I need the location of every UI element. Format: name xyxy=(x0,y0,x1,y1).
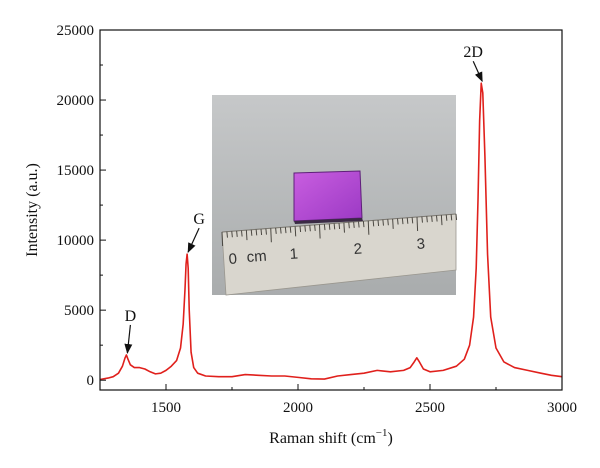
x-axis-title-tail: ) xyxy=(388,430,393,447)
annotation-label-2d: 2D xyxy=(463,44,483,61)
annotation-arrow-g xyxy=(187,227,200,254)
annotation-label-g: G xyxy=(193,211,205,228)
y-tick-label: 25000 xyxy=(57,23,95,39)
y-tick-label: 10000 xyxy=(57,233,95,249)
ruler-graduation xyxy=(401,218,404,225)
x-tick-label: 1500 xyxy=(151,400,181,416)
annotation-arrow-d xyxy=(124,324,133,354)
ruler-graduation xyxy=(348,222,350,229)
plot-frame xyxy=(99,29,563,391)
ruler-graduation xyxy=(231,231,233,238)
ruler-graduation xyxy=(275,227,277,234)
ruler-graduation xyxy=(328,223,331,230)
ruler-number-1: 1 xyxy=(289,245,299,263)
ruler-graduation xyxy=(294,226,297,237)
ruler-graduation xyxy=(426,216,428,223)
inset-photo: 0 cm 1 2 3 xyxy=(212,95,458,296)
annotation-label-d: D xyxy=(125,308,137,325)
ruler-graduation xyxy=(241,230,243,237)
ruler-graduation xyxy=(309,225,311,232)
ruler-graduation xyxy=(353,221,355,228)
ruler-graduation xyxy=(397,218,399,225)
ruler-graduation xyxy=(362,221,365,228)
y-axis: 0 5000 10000 15000 20000 25000 xyxy=(57,23,106,389)
raman-spectrum-line xyxy=(99,82,563,381)
x-tick-label: 3000 xyxy=(547,400,577,416)
y-axis-title: Intensity (a.u.) xyxy=(24,163,41,257)
ruler-number-0: 0 xyxy=(228,250,238,268)
ruler-graduation xyxy=(314,224,316,231)
ruler-graduation xyxy=(304,225,306,232)
ruler-graduation xyxy=(421,216,423,223)
ruler-graduation xyxy=(299,225,302,233)
ruler-graduation xyxy=(226,231,228,238)
ruler-graduation xyxy=(392,218,394,229)
ruler-graduation xyxy=(416,216,419,232)
y-tick-label: 0 xyxy=(87,373,95,389)
x-tick-label: 2500 xyxy=(415,400,445,416)
ruler-graduation xyxy=(372,220,375,227)
ruler-graduation xyxy=(280,227,282,234)
ruler-graduation xyxy=(245,230,248,241)
ruler-graduation xyxy=(255,229,258,236)
ruler-graduation xyxy=(343,222,345,233)
y-tick-label: 5000 xyxy=(64,303,94,319)
ruler-graduation xyxy=(221,231,224,247)
ruler-graduation xyxy=(358,221,360,228)
ruler-graduation xyxy=(445,214,448,221)
ruler-graduation xyxy=(250,229,253,236)
ruler-graduation xyxy=(440,215,443,226)
ruler-graduation xyxy=(450,214,453,221)
ruler-graduation xyxy=(455,213,458,221)
x-tick-label: 2000 xyxy=(283,400,313,416)
sample-shadow xyxy=(294,218,363,224)
ruler-graduation xyxy=(323,224,326,231)
ruler-graduation xyxy=(382,219,384,226)
x-axis-title-superscript: −1 xyxy=(376,427,388,439)
ruler-graduation xyxy=(265,228,267,235)
x-axis-title: Raman shift (cm−1) xyxy=(269,427,393,447)
ruler-unit: cm xyxy=(246,248,267,266)
ruler-graduation xyxy=(333,223,336,230)
peak-annotations: D G 2D xyxy=(124,44,483,354)
ruler-graduation xyxy=(387,219,389,226)
y-tick-label: 15000 xyxy=(57,163,95,179)
ruler-graduation xyxy=(377,219,380,227)
ruler-graduation xyxy=(338,222,341,230)
ruler-graduation xyxy=(284,227,287,234)
x-axis-title-main: Raman shift (cm xyxy=(269,430,376,447)
annotation-arrow-2d xyxy=(472,60,483,83)
ruler-graduation xyxy=(406,217,409,224)
graphene-sample xyxy=(293,170,363,222)
ruler-graduation xyxy=(289,226,292,233)
x-axis: 1500 2000 2500 3000 xyxy=(99,384,577,416)
ruler-graduation xyxy=(236,230,238,237)
ruler-graduation xyxy=(367,220,370,235)
ruler-graduation xyxy=(319,224,321,239)
ruler-graduation xyxy=(270,228,272,243)
y-tick-label: 20000 xyxy=(57,93,95,109)
ruler-ticks xyxy=(221,213,458,247)
ruler-graduation xyxy=(260,228,263,236)
ruler-graduation xyxy=(436,215,438,222)
ruler-graduation xyxy=(431,215,433,222)
ruler-graduation xyxy=(411,217,414,224)
ruler-number-3: 3 xyxy=(416,235,426,253)
ruler-number-2: 2 xyxy=(353,240,363,258)
